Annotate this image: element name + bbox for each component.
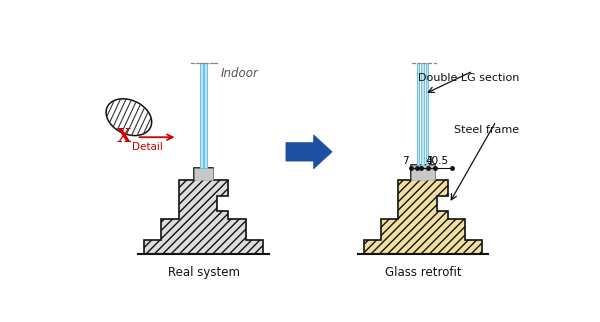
- Text: X: X: [117, 128, 131, 146]
- Text: Real system: Real system: [167, 266, 239, 279]
- Bar: [194, 168, 213, 180]
- Bar: [421, 63, 424, 165]
- Text: Steel frame: Steel frame: [454, 125, 519, 135]
- Polygon shape: [286, 135, 332, 169]
- Bar: [426, 63, 428, 165]
- Text: 7: 7: [403, 156, 409, 166]
- Polygon shape: [144, 168, 263, 254]
- Text: 3: 3: [426, 156, 433, 166]
- Text: 40.5: 40.5: [425, 156, 448, 166]
- Polygon shape: [106, 99, 152, 136]
- Text: Double LG section: Double LG section: [418, 72, 519, 82]
- Bar: [410, 165, 436, 180]
- Text: Indoor: Indoor: [220, 67, 259, 80]
- Bar: [417, 63, 419, 165]
- Bar: [200, 63, 203, 168]
- Bar: [205, 63, 208, 168]
- Text: Glass retrofit: Glass retrofit: [385, 266, 461, 279]
- Text: Detail: Detail: [132, 142, 163, 152]
- Polygon shape: [364, 165, 482, 254]
